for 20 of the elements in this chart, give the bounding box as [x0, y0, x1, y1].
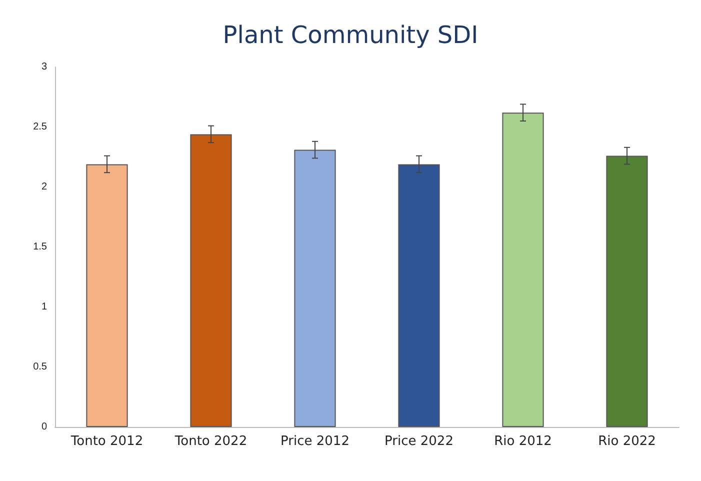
- x-tick-label: Rio 2022: [598, 434, 656, 449]
- y-tick-label: 2: [41, 182, 48, 192]
- y-tick-label: 1.5: [33, 242, 48, 252]
- x-tick-label: Price 2022: [384, 434, 454, 449]
- x-tick-label: Price 2012: [280, 434, 350, 449]
- y-tick-label: 1: [41, 302, 48, 312]
- y-tick-label: 2.5: [33, 122, 48, 132]
- y-tick-label: 0.5: [33, 362, 48, 372]
- bar: [294, 150, 336, 427]
- bar: [86, 164, 128, 427]
- bar: [398, 164, 440, 427]
- y-tick-label: 3: [41, 62, 48, 72]
- chart-title: Plant Community SDI: [222, 21, 478, 49]
- x-tick-label: Tonto 2012: [70, 434, 144, 449]
- x-tick-label: Rio 2012: [494, 434, 552, 449]
- bar: [502, 112, 544, 427]
- bar: [190, 134, 232, 427]
- bar: [606, 156, 648, 427]
- y-tick-label: 0: [41, 422, 48, 432]
- x-tick-label: Tonto 2022: [174, 434, 248, 449]
